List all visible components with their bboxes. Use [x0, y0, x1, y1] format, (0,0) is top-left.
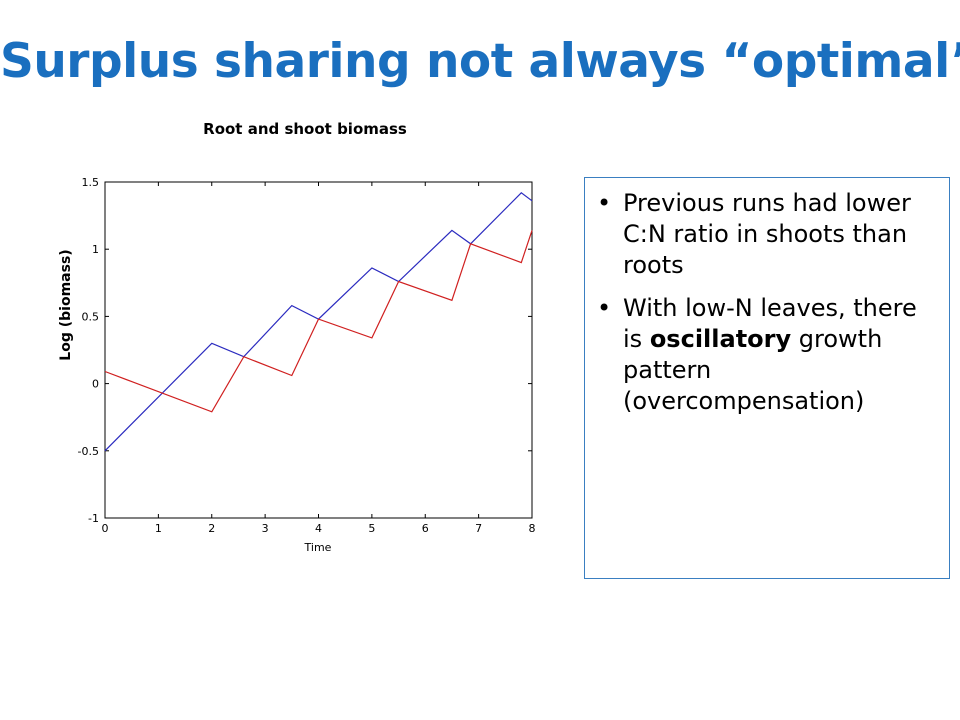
slide-title: Surplus sharing not always “optimal”: [0, 34, 960, 89]
y-tick-label: 1.5: [82, 176, 100, 189]
x-tick-label: 4: [315, 522, 322, 535]
y-tick-label: 1: [92, 243, 99, 256]
x-tick-label: 0: [102, 522, 109, 535]
series-group: [104, 192, 533, 452]
plot-area: [104, 181, 533, 519]
notes-box: • Previous runs had lower C:N ratio in s…: [584, 177, 950, 579]
chart-title: Root and shoot biomass: [203, 120, 407, 138]
bullet-icon: •: [597, 189, 612, 217]
y-tick-group: -1 -0.5 0 0.5 1 1.5: [78, 176, 532, 525]
bullet-item-previous-runs: • Previous runs had lower C:N ratio in s…: [595, 188, 939, 281]
y-tick-label: -1: [88, 512, 99, 525]
series-line-1: [104, 230, 533, 413]
x-tick-label: 8: [529, 522, 536, 535]
x-tick-label: 3: [262, 522, 269, 535]
x-axis-label: Time: [304, 541, 332, 554]
bullet-text-after: growth pattern (overcompensation): [623, 325, 883, 415]
x-tick-label: 2: [208, 522, 215, 535]
y-tick-label: 0.5: [82, 310, 100, 323]
y-tick-label: -0.5: [78, 445, 99, 458]
x-tick-label: 1: [155, 522, 162, 535]
y-tick-label: 0: [92, 378, 99, 391]
x-tick-label: 7: [475, 522, 482, 535]
x-tick-group: 0 1 2 3 4 5 6 7 8: [102, 182, 536, 535]
bullet-text-before: With low-N leaves, there is: [623, 294, 917, 353]
bullet-list: • Previous runs had lower C:N ratio in s…: [595, 188, 939, 417]
x-tick-label: 5: [368, 522, 375, 535]
bullet-text: Previous runs had lower C:N ratio in sho…: [623, 189, 911, 279]
x-tick-label: 6: [422, 522, 429, 535]
bullet-item-oscillatory: • With low-N leaves, there is oscillator…: [595, 293, 939, 417]
series-line-0: [104, 192, 533, 452]
bullet-icon: •: [597, 294, 612, 322]
bullet-text-bold: oscillatory: [649, 325, 792, 353]
